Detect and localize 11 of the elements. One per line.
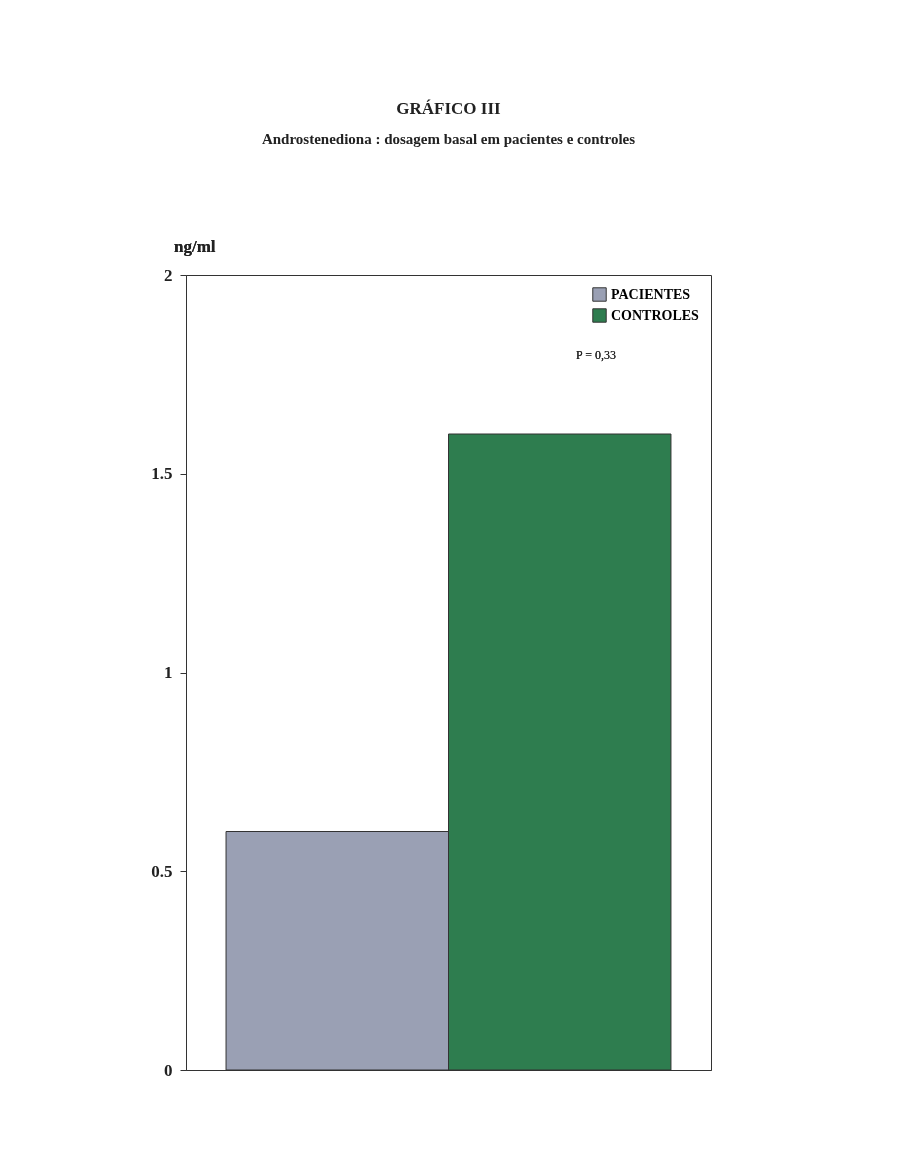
chart-subtitle: Androstenediona : dosagem basal em pacientes e controles	[261, 131, 636, 147]
y-tick-label: 0.5	[151, 861, 173, 881]
legend-label: PACIENTES	[611, 286, 691, 302]
y-tick-label: 1	[164, 663, 173, 682]
legend-label: CONTROLES	[611, 307, 700, 323]
y-tick-label: 2	[164, 265, 173, 285]
y-tick-label: 0	[164, 1060, 173, 1080]
y-tick-label: 1.5	[151, 464, 173, 484]
y-axis-title: ng/ml	[174, 237, 216, 256]
annotation: P = 0,33	[576, 348, 616, 362]
chart-title: GRÁFICO III	[396, 99, 502, 118]
